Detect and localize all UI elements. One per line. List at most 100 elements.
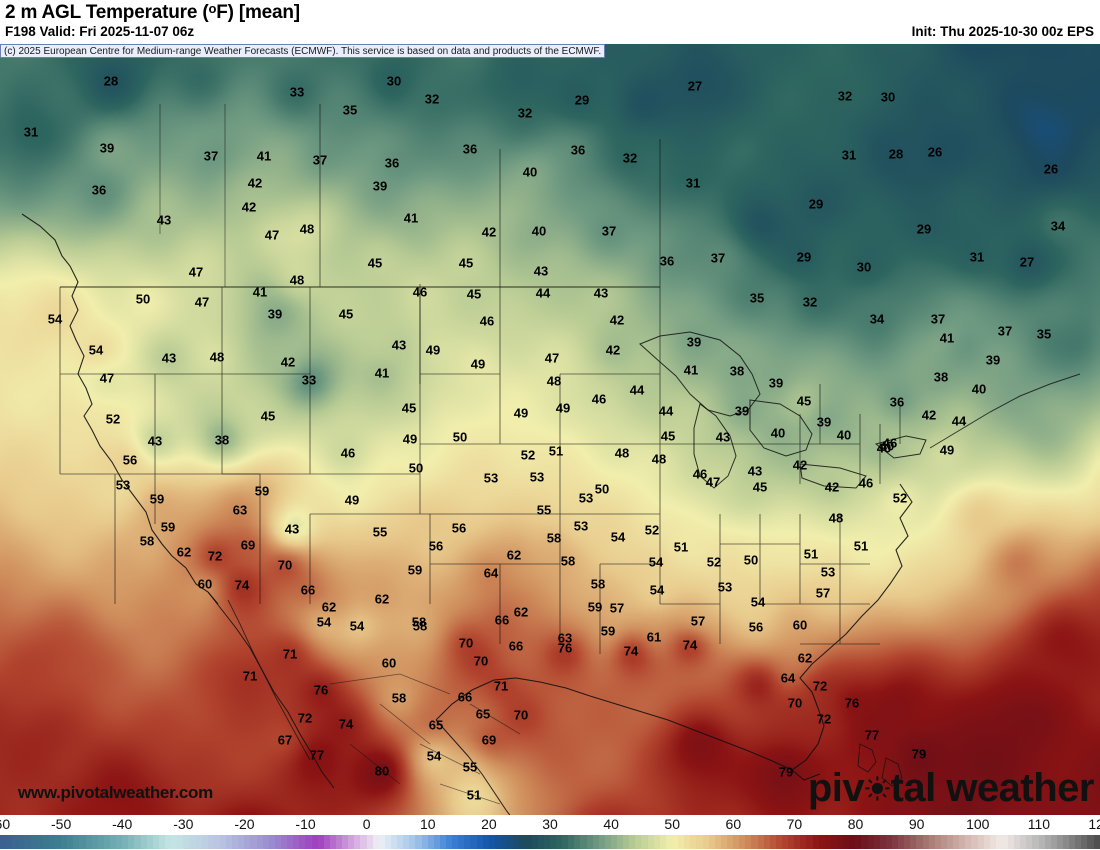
colorbar-swatch [653,835,660,849]
political-borders-overlay [21,104,1081,815]
colorbar-swatch [879,835,886,849]
colorbar-swatch [281,835,288,849]
colorbar-swatch [702,835,709,849]
colorbar-swatch [513,835,520,849]
bahamas-outline-2 [881,757,903,787]
colorbar-tick: 10 [419,816,436,832]
colorbar-swatch [152,835,159,849]
colorbar-swatch [384,835,391,849]
colorbar-tick: 90 [908,816,925,832]
colorbar-swatch [959,835,966,849]
canada-province-borders [159,104,226,287]
colorbar-swatch [73,835,80,849]
colorbar-swatch [800,835,807,849]
colorbar-swatch [1056,835,1064,849]
lake-michigan [693,403,737,489]
colorbar-swatch [922,835,929,849]
colorbar-swatch [672,835,679,849]
colorbar-swatch [745,835,752,849]
lake-superior [639,331,761,417]
colorbar-swatch [61,835,68,849]
colorbar-swatch [665,835,673,849]
colorbar-swatch [164,835,172,849]
colorbar-swatch [580,835,587,849]
colorbar-swatch [397,835,404,849]
western-state-borders [59,287,260,604]
colorbar-tick: -10 [295,816,316,832]
colorbar-swatch [97,835,104,849]
colorbar-swatch [910,835,917,849]
colorbar-swatch [18,835,25,849]
colorbar-swatch [592,835,599,849]
colorbar-swatch [946,835,954,849]
colorbar-swatch [299,835,306,849]
colorbar-swatch [494,835,501,849]
valid-time-label: F198 Valid: Fri 2025-11-07 06z [5,24,195,39]
plains-state-borders [419,284,561,515]
south-central-borders [429,514,721,654]
colorbar-swatch [531,835,538,849]
colorbar-swatch [891,835,899,849]
st-lawrence-river [929,373,1081,449]
colorbar-tick: 40 [603,816,619,832]
colorbar-swatch [586,835,593,849]
map-header: 2 m AGL Temperature (oF) [mean] F198 Val… [0,0,1100,45]
colorbar-swatch [140,835,147,849]
temperature-map[interactable]: 28 31 39 37 41 37 36 42 42 43 47 48 33 30 35 32 32 29 27 36… [0,44,1100,815]
colorbar-swatch [507,835,514,849]
colorbar-swatch [232,835,239,849]
atlantic-coastline [791,483,913,781]
colorbar-swatch [262,835,269,849]
colorbar-swatch [1063,835,1070,849]
colorbar-swatch [226,835,233,849]
colorbar-swatch [48,835,55,849]
colorbar-tick: 30 [542,816,558,832]
colorbar-swatch [24,835,31,849]
logo-text-part2: tal weather [890,766,1095,810]
colorbar-swatch [733,835,740,849]
colorbar-tick: 100 [966,816,990,832]
colorbar-swatch [1008,835,1015,849]
colorbar-swatch [812,835,819,849]
colorbar-swatch [934,835,941,849]
logo-text-part1: piv [807,766,865,810]
lake-ontario [874,435,927,459]
colorbar-swatch [1020,835,1027,849]
colorbar-swatch [635,835,642,849]
colorbar-swatch [354,835,361,849]
init-time-label: Init: Thu 2025-10-30 00z EPS [911,24,1094,39]
colorbar-swatch [54,835,62,849]
colorbar-swatch [250,835,257,849]
colorbar-swatch [1038,835,1045,849]
colorbar-swatch [452,835,459,849]
colorbar-swatch [855,835,862,849]
colorbar-swatch [953,835,960,849]
colorbar-swatch [311,835,318,849]
colorbar-swatch [751,835,758,849]
page-title-unit: F) [mean] [216,1,300,23]
colorbar-swatch [788,835,795,849]
colorbar-swatch [439,835,446,849]
colorbar-swatch [629,835,636,849]
colorbar-swatch [360,835,367,849]
page-title: 2 m AGL Temperature (oF) [mean] [5,1,300,24]
colorbar-swatch [287,835,294,849]
colorbar-swatch [720,835,728,849]
gulf-coastline [435,677,793,771]
mountain-state-borders [222,373,421,604]
colorbar-tick: 70 [786,816,803,832]
colorbar-swatch [42,835,49,849]
colorbar-swatch [861,835,868,849]
midatlantic-borders [760,384,901,484]
colorbar-swatch [898,835,905,849]
colorbar-swatch [482,835,489,849]
colorbar-swatch [873,835,880,849]
temperature-field-raster [0,44,1100,815]
colorbar-tick: -40 [112,816,133,832]
colorbar-swatch [775,835,782,849]
colorbar-swatch [391,835,398,849]
colorbar-swatch [207,835,214,849]
colorbar-swatch [500,835,508,849]
colorbar-swatch [0,835,7,849]
colorbar-swatch [274,835,282,849]
